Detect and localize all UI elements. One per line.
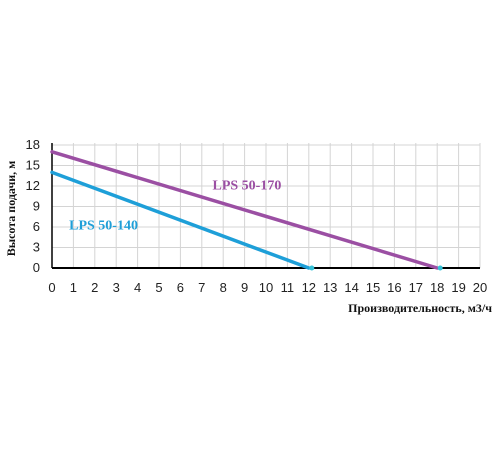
series-line-0 xyxy=(50,150,439,270)
x-tick-label-15: 15 xyxy=(366,280,380,295)
x-tick-label-4: 4 xyxy=(134,280,141,295)
series-line-1 xyxy=(50,170,311,270)
y-tick-label-6: 6 xyxy=(33,219,40,234)
x-tick-label-8: 8 xyxy=(220,280,227,295)
x-tick-label-0: 0 xyxy=(48,280,55,295)
series-points xyxy=(309,265,443,271)
series-point-1-1 xyxy=(309,265,315,271)
x-tick-label-6: 6 xyxy=(177,280,184,295)
x-tick-label-19: 19 xyxy=(451,280,465,295)
x-tick-label-12: 12 xyxy=(302,280,316,295)
series-lines xyxy=(50,150,439,270)
x-tick-label-2: 2 xyxy=(91,280,98,295)
x-tick-labels: 0 1 2 3 4 5 6 7 8 9 10 11 12 13 14 15 16 17 18 19 20 xyxy=(48,280,487,295)
y-tick-label-3: 3 xyxy=(33,240,40,255)
x-tick-label-5: 5 xyxy=(155,280,162,295)
x-tick-label-16: 16 xyxy=(387,280,401,295)
y-tick-label-12: 12 xyxy=(26,178,40,193)
y-tick-label-18: 18 xyxy=(26,137,40,152)
x-tick-label-1: 1 xyxy=(70,280,77,295)
x-axis-title: Производительность, м3/ч xyxy=(348,301,492,315)
y-tick-label-0: 0 xyxy=(33,260,40,275)
y-axis-title: Высота подачи, м xyxy=(4,161,18,257)
y-tick-labels: 0 3 6 9 12 15 18 xyxy=(26,137,40,275)
y-tick-label-15: 15 xyxy=(26,158,40,173)
grid-lines xyxy=(51,143,481,269)
x-tick-label-7: 7 xyxy=(198,280,205,295)
x-tick-label-11: 11 xyxy=(281,280,295,295)
y-tick-label-9: 9 xyxy=(33,199,40,214)
x-tick-label-14: 14 xyxy=(344,280,358,295)
series-label-lps-50-140: LPS 50-140 xyxy=(69,219,138,234)
x-tick-label-17: 17 xyxy=(409,280,423,295)
x-tick-label-20: 20 xyxy=(473,280,487,295)
x-tick-label-3: 3 xyxy=(113,280,120,295)
x-tick-label-9: 9 xyxy=(241,280,248,295)
series-point-0-1 xyxy=(437,265,443,271)
x-tick-label-18: 18 xyxy=(430,280,444,295)
x-tick-label-13: 13 xyxy=(323,280,337,295)
series-label-lps-50-170: LPS 50-170 xyxy=(213,178,282,193)
x-tick-label-10: 10 xyxy=(259,280,273,295)
